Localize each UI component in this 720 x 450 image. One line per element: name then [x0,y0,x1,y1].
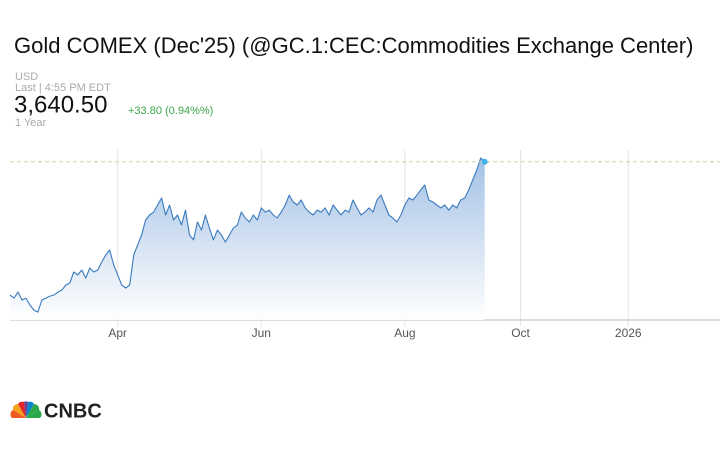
price: 3,640.50 [14,91,107,118]
last-point [481,158,488,165]
price-line [9,157,486,313]
timestamp: Last | 4:55 PM EDT [15,82,111,94]
change: +33.80 (0.94%%) [128,105,213,117]
x-tick-label: 2026 [615,326,642,340]
range: 1 Year [15,117,47,129]
logo-icon [10,401,42,418]
currency: USD [15,71,38,83]
chart-title: Gold COMEX (Dec'25) (@GC.1:CEC:Commoditi… [14,33,693,58]
x-tick-label: Apr [108,326,127,340]
logo-text: CNBC [44,400,102,422]
x-tick-label: Aug [394,326,415,340]
x-tick-label: Jun [252,326,271,340]
x-tick-label: Oct [511,326,530,340]
plot-area: Apr Jun Aug Oct 2026 [9,150,720,340]
area-fill [10,157,485,320]
